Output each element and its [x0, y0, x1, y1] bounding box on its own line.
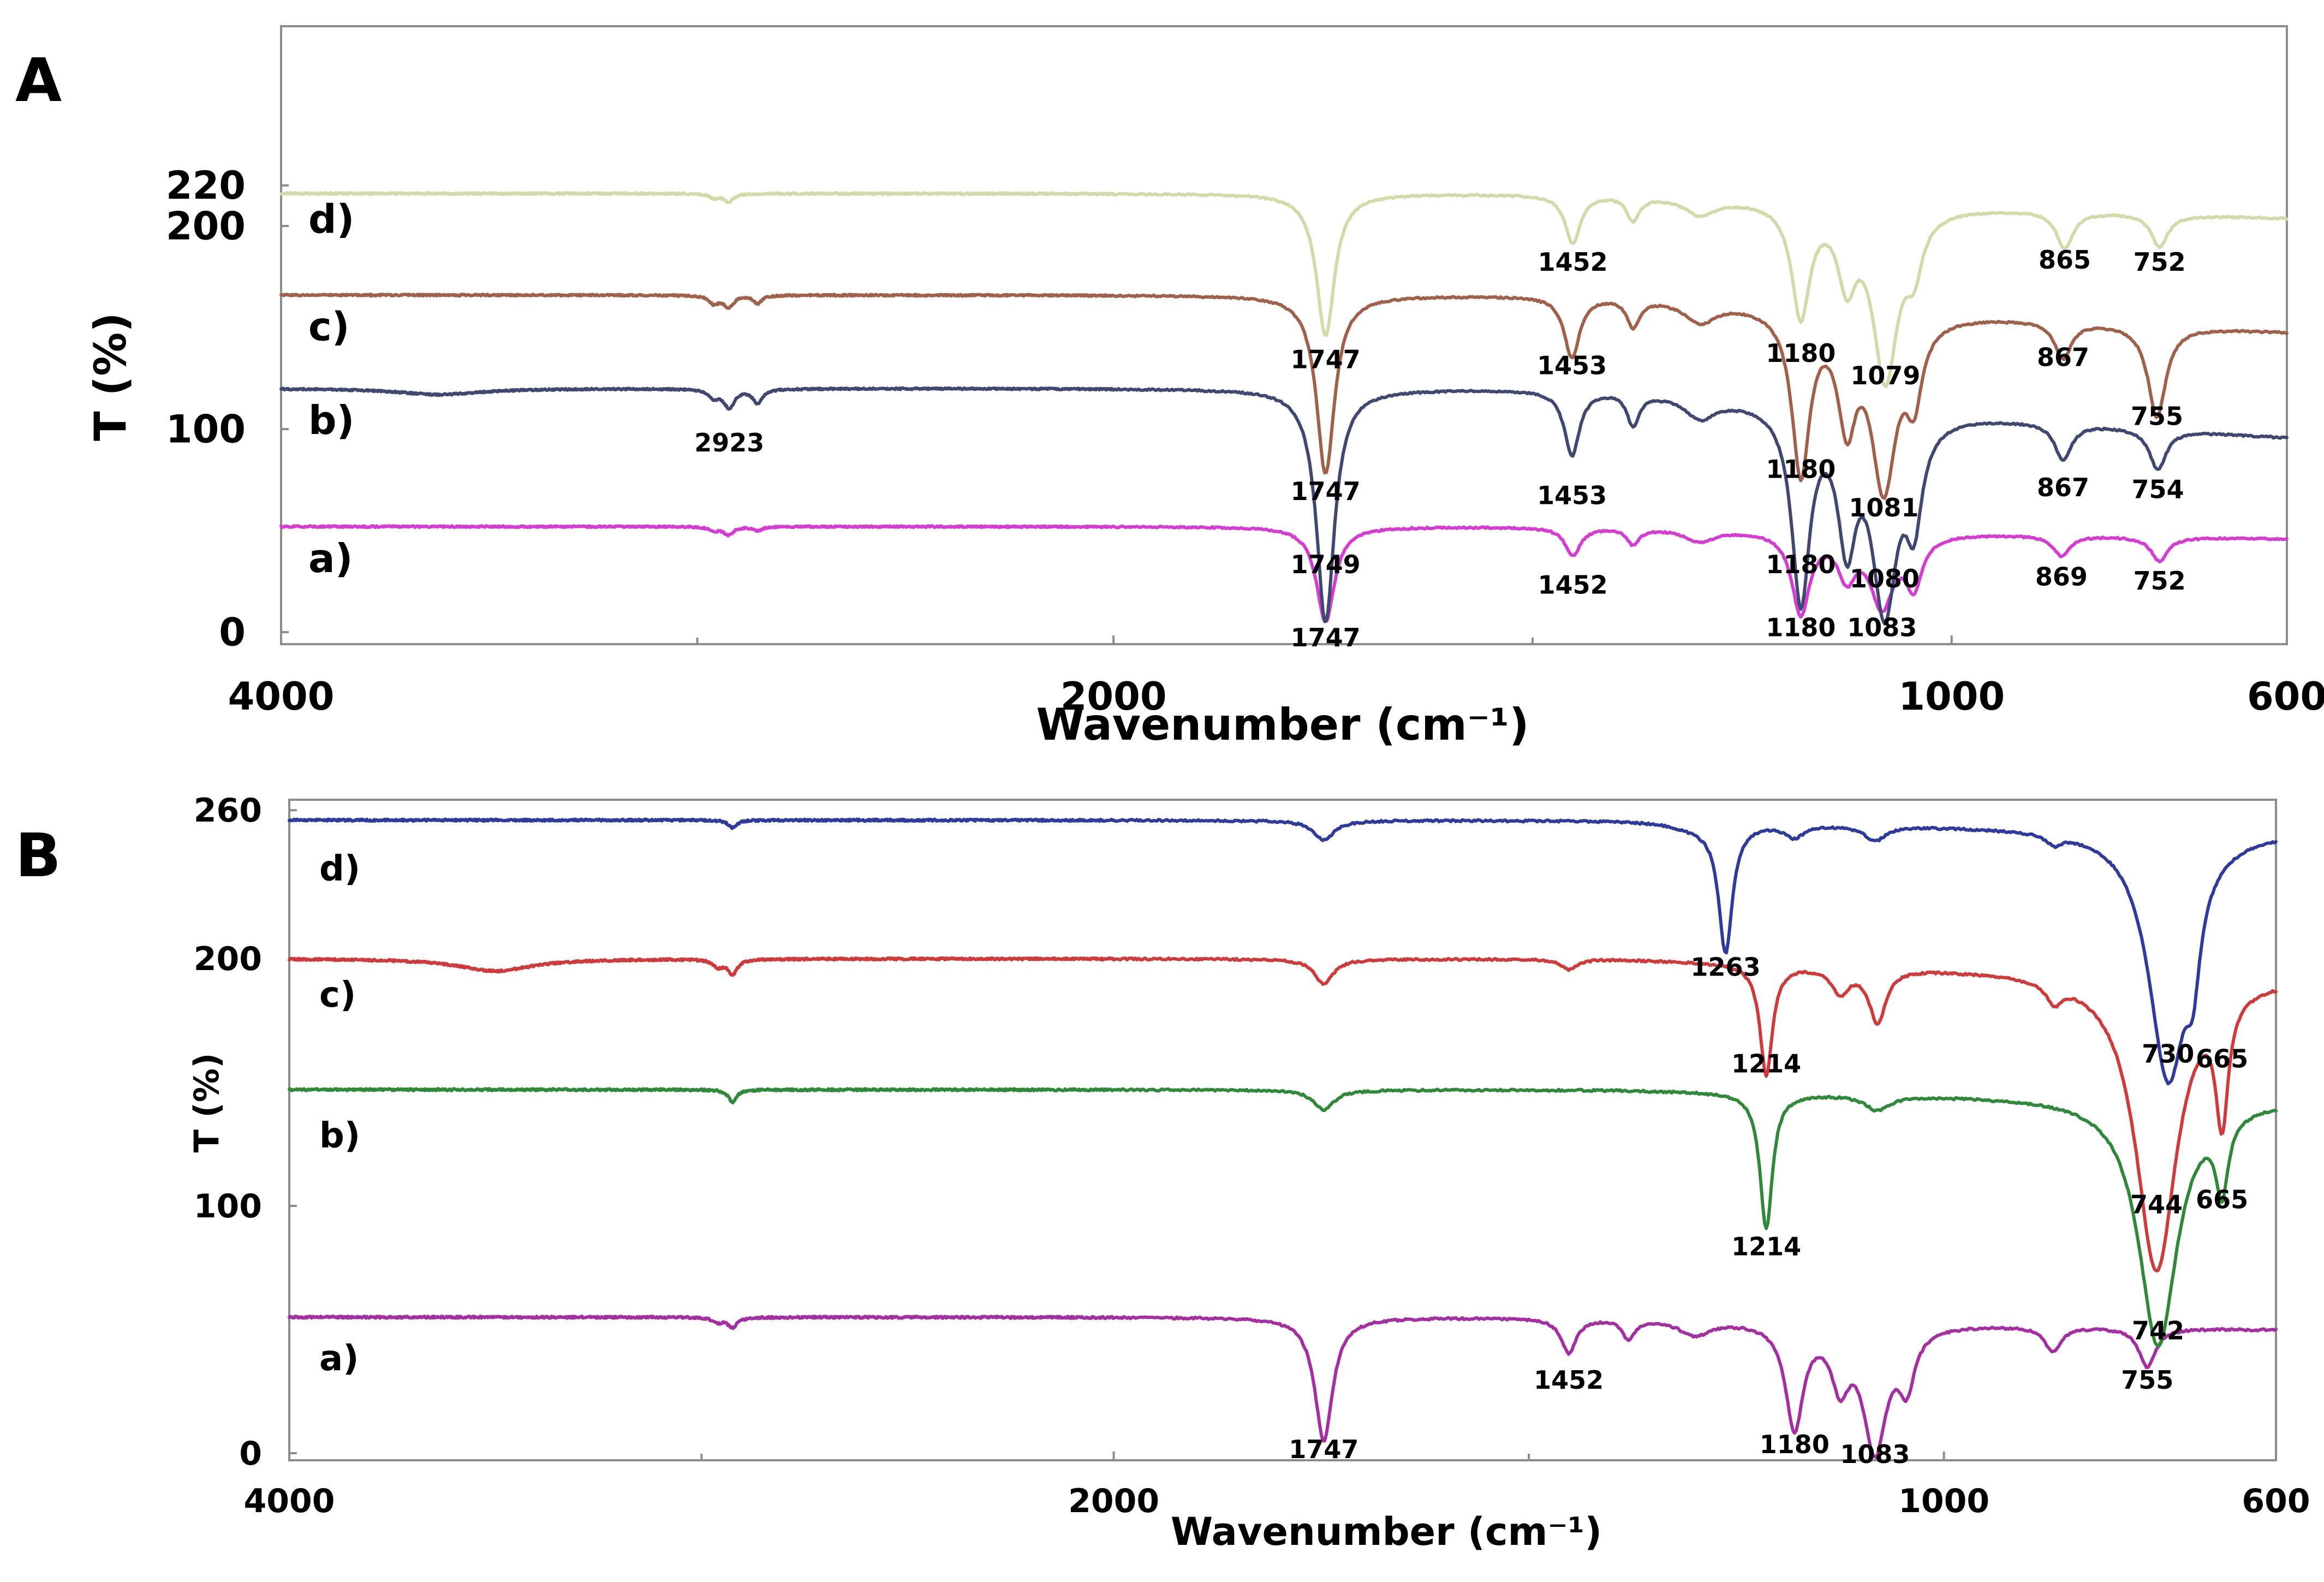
panel-a-peak-label: 867 — [2037, 473, 2089, 502]
panel-b-series-c — [288, 956, 2278, 1272]
panel-b-peak-label: 730 — [2142, 1039, 2194, 1068]
panel-a-peak-label: 2923 — [694, 428, 764, 457]
panel-a-peak-label: 867 — [2037, 343, 2089, 372]
panel-b-y-tick-label: 260 — [194, 792, 262, 830]
panel-b-peak-label: 1180 — [1760, 1430, 1830, 1459]
panel-a-peak-label: 755 — [2131, 402, 2183, 431]
panel-b-series-d — [288, 817, 2278, 1086]
panel-b-peak-label: 1747 — [1289, 1435, 1358, 1464]
panel-b-trace-label-c: c) — [319, 975, 356, 1015]
panel-a-y-tick-label: 200 — [166, 204, 246, 249]
panel-a-peak-label: 869 — [2035, 562, 2088, 591]
panel-b-peak-label: 1214 — [1731, 1049, 1801, 1078]
panel-a-y-tick-label: 220 — [166, 163, 246, 208]
panel-b-series-b — [288, 1087, 2278, 1348]
panel-a-trace-label-d: d) — [308, 197, 354, 242]
panel-a-peak-label: 1080 — [1850, 564, 1920, 593]
panel-a-y-axis-title: T (%) — [85, 312, 136, 441]
panel-b-x-tick-label: 1000 — [1898, 1482, 1989, 1520]
panel-b-y-tick-label: 100 — [194, 1187, 262, 1226]
panel-a-peak-label: 1747 — [1291, 344, 1361, 374]
panel-a-x-axis-title: Wavenumber (cm⁻¹) — [1036, 699, 1529, 750]
panel-a-annotations: a) b) c) d) 1749 1747 1452 1180 1083 1080 869 752 17… — [308, 197, 2186, 652]
panel-b-peak-label: 744 — [2130, 1190, 2183, 1220]
panel-a: A a) b) c) d) 1749 1747 1452 1180 1083 1080 869 752… — [15, 25, 2324, 750]
panel-a-series-b — [279, 386, 2289, 626]
panel-b-peak-label: 742 — [2132, 1316, 2184, 1346]
panel-a-x-tick-label: 4000 — [228, 674, 335, 719]
panel-a-trace-label-c: c) — [308, 304, 350, 350]
panel-b-x-tick-label: 600 — [2242, 1482, 2310, 1520]
panel-a-peak-label: 1452 — [1538, 570, 1608, 599]
panel-a-peak-label: 1180 — [1766, 612, 1836, 642]
panel-b-x-axis-title: Wavenumber (cm⁻¹) — [1171, 1509, 1602, 1554]
panel-a-peak-label: 1749 — [1291, 550, 1361, 579]
panel-b-peak-label: 1214 — [1731, 1232, 1801, 1262]
panel-a-series-d — [279, 191, 2289, 388]
panel-b-x-tick-label: 2000 — [1068, 1482, 1159, 1520]
panel-a-peak-label: 752 — [2134, 247, 2186, 277]
panel-a-series-a — [279, 524, 2289, 623]
panel-a-trace-label-a: a) — [308, 536, 353, 581]
panel-a-letter: A — [15, 45, 62, 115]
panel-a-peak-label: 752 — [2134, 566, 2186, 596]
panel-b-peak-label: 755 — [2121, 1365, 2173, 1395]
panel-a-peak-label: 1453 — [1537, 481, 1607, 510]
panel-a-y-tick-label: 100 — [166, 407, 246, 452]
panel-b-peak-label: 1452 — [1534, 1365, 1604, 1395]
panel-a-peak-label: 1453 — [1537, 351, 1607, 380]
panel-b-trace-label-d: d) — [319, 849, 360, 889]
panel-b-y-axis-title: T (%) — [187, 1053, 227, 1153]
panel-a-series-group — [279, 191, 2289, 626]
panel-a-peak-label: 1747 — [1291, 623, 1361, 652]
panel-b-tick-labels: 4000 2000 1000 600 0 100 200 260 — [194, 792, 2310, 1520]
panel-b-trace-label-b: b) — [319, 1116, 360, 1156]
panel-a-x-tick-label: 600 — [2247, 674, 2324, 719]
panel-b-series-group — [288, 817, 2278, 1459]
panel-b-series-a — [288, 1315, 2278, 1459]
panel-a-peak-label: 865 — [2039, 245, 2091, 275]
panel-a-x-tick-label: 2000 — [1060, 674, 1167, 719]
panel-a-peak-label: 1180 — [1766, 550, 1836, 579]
panel-b-plot-frame — [288, 799, 2277, 1461]
panel-a-peak-label: 1452 — [1538, 247, 1608, 277]
panel-a-ticks — [280, 184, 2288, 644]
panel-a-peak-label: 1079 — [1850, 361, 1920, 390]
panel-b-peak-label: 1263 — [1691, 953, 1761, 982]
panel-b-y-tick-label: 200 — [194, 940, 262, 978]
panel-b-annotations: a) b) c) d) 1747 1452 1180 1083 755 742 1214 744 665… — [319, 849, 2248, 1469]
panel-b-peak-label: 665 — [2196, 1044, 2248, 1073]
panel-a-peak-label: 754 — [2131, 474, 2184, 504]
panel-b-peak-label: 1083 — [1840, 1440, 1910, 1469]
panel-a-peak-label: 1180 — [1766, 338, 1836, 368]
panel-a-peak-label: 1747 — [1291, 477, 1361, 506]
panel-b-y-tick-label: 0 — [239, 1435, 262, 1473]
panel-b-trace-label-a: a) — [319, 1339, 359, 1379]
panel-a-trace-label-b: b) — [308, 397, 354, 443]
panel-b-x-tick-label: 4000 — [244, 1482, 335, 1520]
panel-b-letter: B — [15, 820, 61, 890]
panel-b: B a) b) c) d) 1747 1452 1180 1083 755 742 1214 744 6… — [15, 792, 2310, 1554]
panel-a-y-tick-label: 0 — [219, 610, 246, 655]
panel-a-series-c — [279, 293, 2289, 500]
panel-a-peak-label: 1180 — [1766, 454, 1836, 484]
panel-a-peak-label: 1081 — [1849, 493, 1918, 522]
panel-a-peak-label: 1083 — [1847, 612, 1917, 642]
panel-b-peak-label: 665 — [2196, 1185, 2248, 1215]
panel-a-x-tick-label: 1000 — [1898, 674, 2005, 719]
panel-a-plot-frame — [280, 25, 2288, 645]
